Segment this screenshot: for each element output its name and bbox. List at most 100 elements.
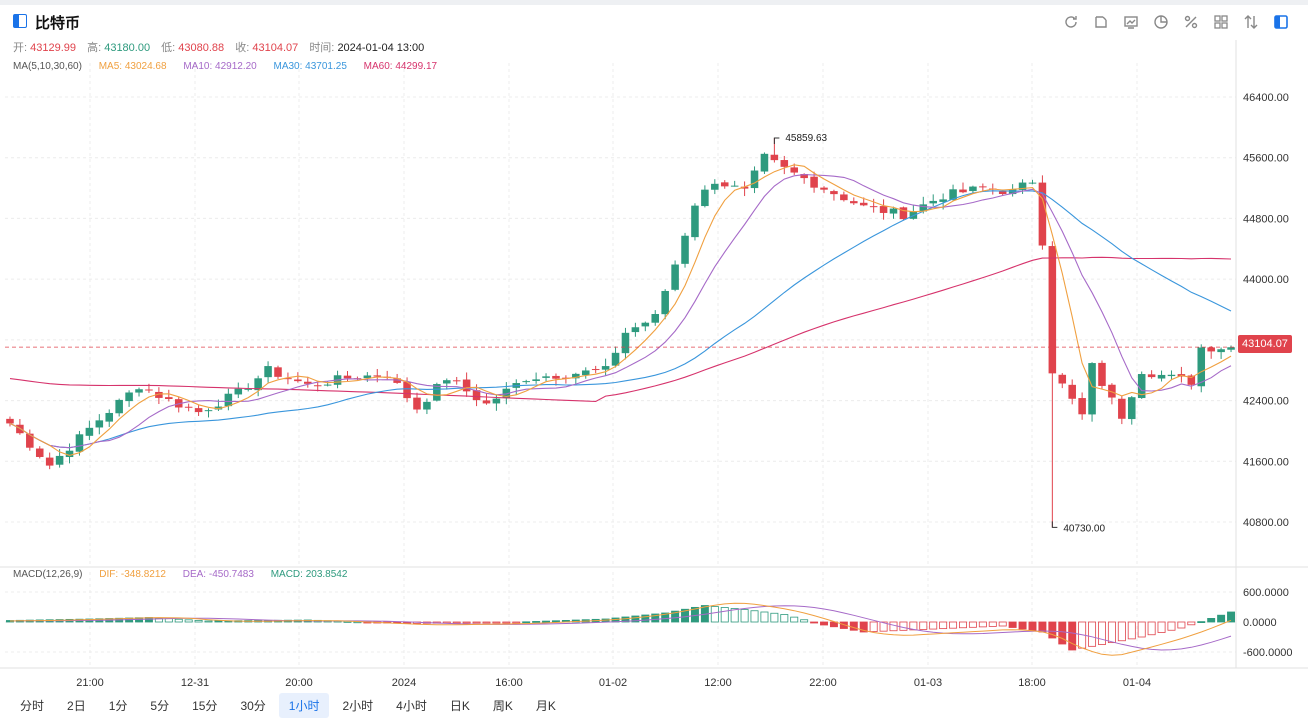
macd-bar xyxy=(730,608,739,623)
indicator-icon[interactable] xyxy=(1116,11,1146,33)
macd-bar xyxy=(750,610,759,623)
grid-icon[interactable] xyxy=(1206,11,1236,33)
period-tab-4[interactable]: 15分 xyxy=(192,698,218,713)
macd-bar xyxy=(522,621,531,624)
candle-body xyxy=(155,391,163,398)
period-tab-6[interactable]: 1小时 xyxy=(278,692,330,718)
candle-body xyxy=(244,388,252,390)
dea-line xyxy=(9,605,1232,651)
titlebar: 比特币 xyxy=(0,5,1308,39)
candle-body xyxy=(661,290,669,315)
macd-bar xyxy=(780,614,789,623)
candle-body xyxy=(621,332,630,354)
period-tab-3[interactable]: 5分 xyxy=(150,698,170,713)
period-tab-10[interactable]: 周K xyxy=(492,698,513,713)
macd-bar xyxy=(919,621,928,630)
x-tick-label: 20:00 xyxy=(285,677,313,689)
panel-icon xyxy=(13,14,27,28)
macd-bar xyxy=(1088,621,1097,647)
candle-body xyxy=(720,182,729,187)
macd-value: MACD: 203.8542 xyxy=(270,569,348,580)
candle-body xyxy=(641,322,650,327)
macd-bar xyxy=(889,621,898,632)
x-tick-label: 2024 xyxy=(392,677,416,689)
candle-body xyxy=(542,376,550,378)
macd-bar xyxy=(939,621,948,630)
macd-bar xyxy=(532,621,541,623)
draw-icon[interactable] xyxy=(1086,11,1116,33)
x-tick-label: 16:00 xyxy=(495,677,523,689)
macd-bar xyxy=(1207,618,1216,623)
candle-body xyxy=(790,167,799,173)
x-tick-label: 21:00 xyxy=(76,677,104,689)
candle-body xyxy=(701,189,709,207)
macd-bar xyxy=(810,621,819,624)
macd-bar xyxy=(492,621,501,624)
refresh-icon[interactable] xyxy=(1056,11,1086,33)
period-tab-2[interactable]: 1分 xyxy=(108,698,128,713)
period-tab-0[interactable]: 分时 xyxy=(20,698,45,713)
candle-body xyxy=(423,401,431,410)
y-tick-label: 40800.00 xyxy=(1243,517,1289,529)
close-value: 43104.07 xyxy=(252,42,299,54)
candle-body xyxy=(899,207,908,220)
candle-body xyxy=(135,389,143,393)
macd-bar xyxy=(651,613,660,623)
macd-bar xyxy=(1157,621,1166,633)
macd-bar xyxy=(949,621,958,629)
candle-body xyxy=(45,457,54,466)
candle-body xyxy=(442,380,451,384)
macd-bar xyxy=(1008,621,1017,628)
candle-body xyxy=(6,418,14,424)
pie-icon[interactable] xyxy=(1146,11,1176,33)
macd-bar xyxy=(1068,621,1077,651)
candle-body xyxy=(840,194,848,201)
candle-body xyxy=(373,375,382,377)
macd-bar xyxy=(770,612,779,623)
candle-body xyxy=(323,384,332,386)
macd-bar xyxy=(214,620,223,623)
macd-bar xyxy=(1028,621,1037,631)
macd-bar xyxy=(174,618,183,623)
layout-icon[interactable] xyxy=(1266,11,1296,33)
period-tab-11[interactable]: 月K xyxy=(535,698,556,713)
candle-body xyxy=(413,397,421,410)
candle-body xyxy=(234,388,243,395)
ma30-value: MA30: 43701.25 xyxy=(273,61,347,72)
macd-bar xyxy=(1107,621,1116,644)
period-tab-5[interactable]: 30分 xyxy=(240,698,266,713)
candle-body xyxy=(1217,349,1225,353)
high-value: 43180.00 xyxy=(104,42,151,54)
macd-bar xyxy=(1018,621,1027,630)
macd-tick-label: 600.0000 xyxy=(1243,587,1289,599)
macd-bar xyxy=(631,615,640,623)
percent-icon[interactable] xyxy=(1176,11,1206,33)
period-tab-9[interactable]: 日K xyxy=(449,698,470,713)
sort-icon[interactable] xyxy=(1236,11,1266,33)
y-tick-label: 41600.00 xyxy=(1243,456,1289,468)
candle-body xyxy=(16,424,24,434)
candle-body xyxy=(1098,362,1106,386)
macd-bar xyxy=(879,621,888,632)
macd-bar xyxy=(1058,621,1067,645)
time-value: 2024-01-04 13:00 xyxy=(337,42,425,54)
candle-body xyxy=(224,393,233,407)
period-tab-8[interactable]: 4小时 xyxy=(396,698,427,713)
low-label: 低: xyxy=(161,42,176,54)
candle-body xyxy=(1058,374,1067,384)
macd-bar xyxy=(800,619,809,623)
macd-bar xyxy=(859,621,868,633)
open-value: 43129.99 xyxy=(30,42,77,54)
candle-body xyxy=(532,379,540,381)
period-tab-7[interactable]: 2小时 xyxy=(342,698,374,713)
period-tab-1[interactable]: 2日 xyxy=(67,698,86,713)
candle-body xyxy=(1167,374,1176,377)
candle-body xyxy=(601,366,610,370)
macd-bar xyxy=(988,621,997,627)
macd-bar xyxy=(1177,621,1186,629)
ma-label: MA(5,10,30,60) xyxy=(13,61,82,72)
dea-value: DEA: -450.7483 xyxy=(182,569,254,580)
candle-body xyxy=(1127,397,1136,420)
candle-body xyxy=(313,385,322,387)
